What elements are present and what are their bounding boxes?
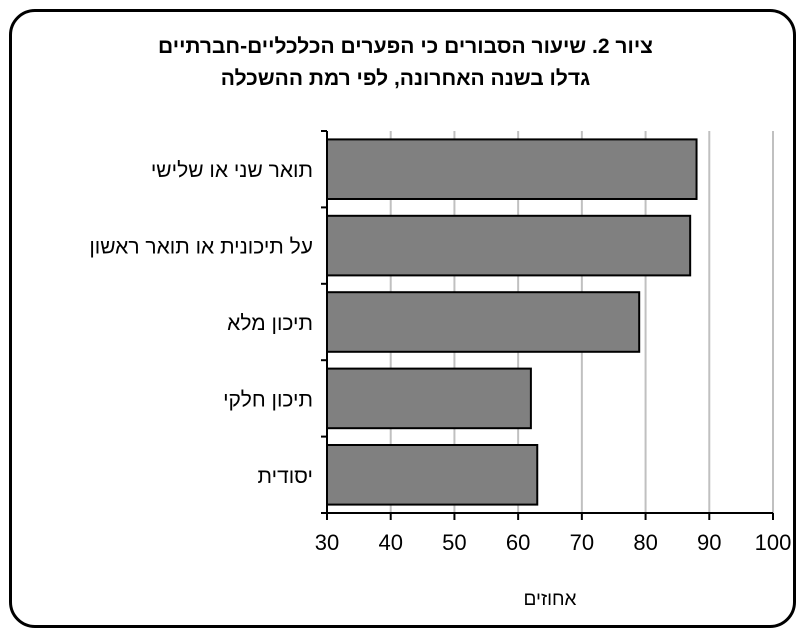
bars: [326, 138, 698, 506]
x-tick-label-100: 100: [755, 530, 792, 555]
category-label-0: תואר שני או שלישי: [151, 159, 313, 182]
x-tick-label-40: 40: [378, 530, 402, 555]
x-tick-label-50: 50: [442, 530, 466, 555]
chart-title: ציור 2. שיעור הסבורים כי הפערים הכלכליים…: [158, 35, 653, 58]
bar-3: [326, 367, 532, 430]
axes: [321, 130, 774, 520]
x-tick-label-80: 80: [633, 530, 657, 555]
tick-labels: 30 40 50 60 70 80 90 100: [315, 530, 792, 555]
category-label-3: תיכון חלקי: [223, 388, 313, 411]
category-label-2: תיכון מלא: [227, 312, 313, 335]
category-labels: תואר שני או שלישי על תיכונית או תואר ראשו…: [89, 159, 313, 488]
chart-subtitle: גדלו בשנה האחרונה, לפי רמת ההשכלה: [220, 67, 591, 90]
bar-1: [326, 214, 692, 277]
bar-2: [326, 291, 641, 353]
x-tick-label-90: 90: [697, 530, 721, 555]
bar-0: [326, 138, 698, 200]
x-axis-title: אחוזים: [524, 589, 577, 610]
x-tick-label-60: 60: [506, 530, 530, 555]
x-tick-label-30: 30: [315, 530, 339, 555]
category-label-1: על תיכונית או תואר ראשון: [89, 236, 313, 259]
bar-4: [326, 444, 539, 506]
x-tick-label-70: 70: [570, 530, 594, 555]
category-label-4: יסודית: [258, 465, 313, 488]
